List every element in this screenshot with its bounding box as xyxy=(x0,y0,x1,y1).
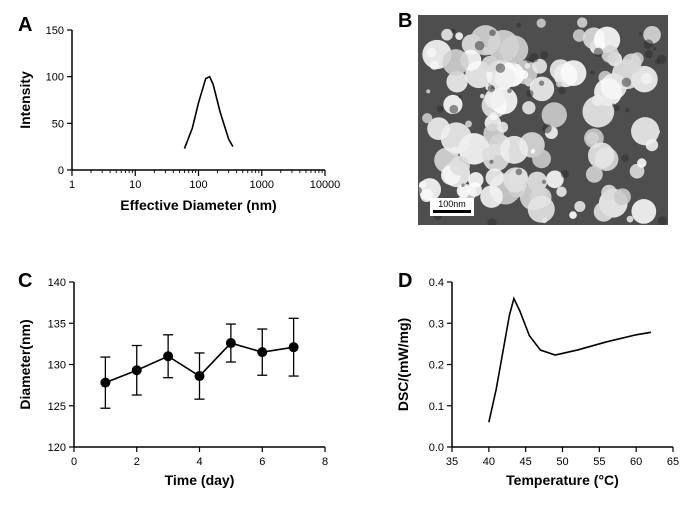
panel-c-chart: 120 125 130 135 140 0 2 4 6 8 Time (day) Diameter(n… xyxy=(10,262,340,502)
svg-text:Intensity: Intensity xyxy=(17,71,33,129)
scalebar-text: 100nm xyxy=(433,200,471,209)
svg-text:100: 100 xyxy=(189,179,207,191)
scalebar: 100nm xyxy=(430,198,474,216)
svg-text:50: 50 xyxy=(556,456,568,468)
svg-text:55: 55 xyxy=(593,456,605,468)
svg-text:45: 45 xyxy=(520,456,532,468)
svg-text:40: 40 xyxy=(483,456,495,468)
svg-text:135: 135 xyxy=(48,318,66,330)
svg-text:6: 6 xyxy=(259,456,265,468)
svg-text:1: 1 xyxy=(69,179,75,191)
svg-text:120: 120 xyxy=(48,442,66,454)
svg-text:DSC/(mW/mg): DSC/(mW/mg) xyxy=(395,318,411,411)
svg-text:150: 150 xyxy=(46,25,64,37)
svg-text:0.3: 0.3 xyxy=(429,318,444,330)
svg-text:130: 130 xyxy=(48,360,66,372)
svg-text:140: 140 xyxy=(48,277,66,289)
panel-a-chart: 0 50 100 150 1 10 100 1000 10000 Effective Diamet… xyxy=(10,10,340,240)
svg-text:35: 35 xyxy=(446,456,458,468)
panel-d-chart: 0.0 0.1 0.2 0.3 0.4 35 40 45 50 55 60 65 Temperature… xyxy=(388,262,685,502)
svg-text:0.0: 0.0 xyxy=(429,442,444,454)
panel-b-micrograph xyxy=(418,15,668,225)
svg-text:125: 125 xyxy=(48,401,66,413)
svg-text:0: 0 xyxy=(71,456,77,468)
figure-grid: A B C D 050100150110100100010000Effectiv… xyxy=(0,0,685,509)
svg-text:Time (day): Time (day) xyxy=(165,472,235,488)
panel-label-b: B xyxy=(398,10,412,33)
svg-text:100: 100 xyxy=(46,72,64,84)
svg-text:0: 0 xyxy=(58,165,64,177)
svg-text:10000: 10000 xyxy=(310,179,340,191)
svg-text:Diameter(nm): Diameter(nm) xyxy=(17,319,33,409)
svg-text:50: 50 xyxy=(52,118,64,130)
svg-text:4: 4 xyxy=(196,456,202,468)
svg-text:0.4: 0.4 xyxy=(429,277,444,289)
svg-text:2: 2 xyxy=(134,456,140,468)
svg-text:8: 8 xyxy=(322,456,328,468)
svg-text:10: 10 xyxy=(129,179,141,191)
scalebar-line xyxy=(433,210,471,213)
svg-text:60: 60 xyxy=(630,456,642,468)
svg-text:0.1: 0.1 xyxy=(429,401,444,413)
svg-text:Effective Diameter (nm): Effective Diameter (nm) xyxy=(120,197,276,213)
svg-text:1000: 1000 xyxy=(250,179,274,191)
svg-text:0.2: 0.2 xyxy=(429,360,444,372)
svg-text:Temperature (°C): Temperature (°C) xyxy=(506,472,619,488)
svg-text:65: 65 xyxy=(667,456,679,468)
